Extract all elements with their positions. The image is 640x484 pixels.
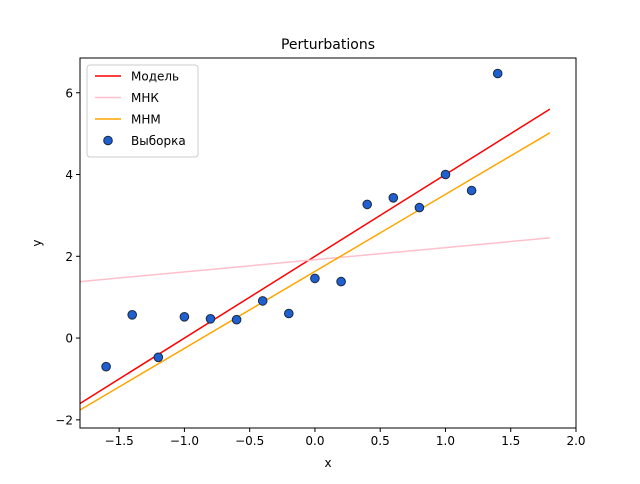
data-point [284, 308, 294, 319]
y-tick-label: 6 [65, 86, 73, 100]
legend-label: Модель [131, 70, 179, 84]
data-point [205, 314, 216, 324]
x-tick-label: 0.0 [305, 434, 324, 448]
series-line-2 [79, 237, 550, 283]
x-tick-label: 1.0 [436, 434, 455, 448]
sample-points [101, 68, 503, 372]
data-point [257, 296, 268, 306]
data-point [310, 273, 320, 284]
data-point [153, 352, 164, 363]
x-tick-label: −0.5 [235, 434, 264, 448]
data-point [362, 199, 373, 210]
y-axis-ticks: −2 0 2 4 6 [55, 86, 80, 427]
legend-point-swatch [103, 135, 113, 146]
plot-frame [79, 57, 577, 429]
data-point [440, 169, 451, 180]
legend-label: МНК [131, 91, 159, 105]
x-tick-label: 2.0 [566, 434, 585, 448]
x-tick-label: 1.5 [501, 434, 520, 448]
y-tick-label: 2 [65, 250, 73, 264]
legend-label: Выборка [131, 134, 186, 148]
data-point [414, 202, 425, 213]
data-point [388, 193, 399, 203]
data-point [466, 185, 477, 196]
data-point [101, 361, 111, 372]
y-tick-label: −2 [55, 413, 73, 427]
x-tick-label: −1.5 [105, 434, 134, 448]
data-point [179, 312, 190, 322]
x-axis-ticks: −1.5 −1.0 −0.5 0.0 0.5 1.0 1.5 2.0 [105, 428, 586, 448]
chart-title: Perturbations [281, 37, 375, 53]
data-point [231, 314, 242, 325]
data-point [127, 310, 137, 320]
series-line-3 [79, 132, 551, 411]
data-point [336, 276, 346, 287]
y-tick-label: 4 [65, 168, 73, 182]
x-tick-label: −1.0 [170, 434, 199, 448]
legend-label: МНМ [131, 113, 161, 127]
legend-box [86, 64, 199, 158]
data-point [492, 68, 503, 79]
legend: Модель МНК МНМ Выборка [86, 64, 199, 158]
y-axis-label: y [30, 239, 44, 246]
x-tick-label: 0.5 [371, 434, 390, 448]
x-axis-label: x [324, 456, 331, 470]
y-tick-label: 0 [65, 332, 73, 346]
